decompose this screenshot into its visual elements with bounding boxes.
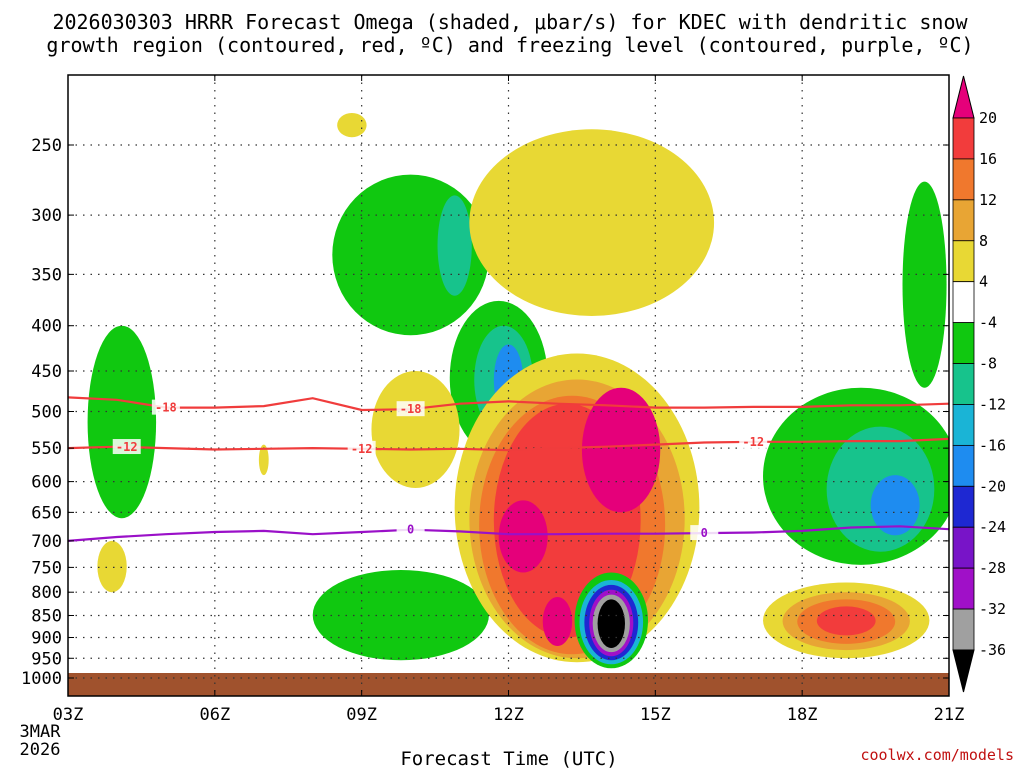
y-tick-label: 900	[31, 628, 62, 648]
omega-region	[258, 444, 269, 476]
colorbar-tick-label: 12	[979, 191, 997, 209]
contour-line	[68, 396, 949, 412]
x-tick-label: 18Z	[787, 705, 818, 725]
contour-label: -18	[400, 402, 422, 416]
omega-region	[902, 181, 947, 388]
colorbar-tick-label: -4	[979, 314, 997, 332]
contour-label: -18	[155, 401, 177, 415]
contour-label-bg	[347, 440, 376, 456]
y-tick-label: 850	[31, 607, 62, 627]
x-tick-label: 15Z	[640, 705, 671, 725]
omega-shading	[87, 112, 949, 669]
colorbar-bin	[952, 117, 975, 160]
colorbar: 20 16 12 8 4 -4 -8 -12 -16 -20 -24 -28 -32 -36	[952, 75, 1006, 693]
omega-region	[97, 540, 127, 593]
y-tick-label: 500	[31, 403, 62, 423]
colorbar-bin	[952, 404, 975, 446]
contour-label-bg	[396, 401, 425, 417]
ground-surface	[68, 673, 949, 696]
omega-region	[437, 195, 472, 296]
contour-label: 0	[407, 523, 414, 537]
omega-region	[542, 596, 573, 646]
contour-label: 0	[701, 526, 708, 540]
x-axis-ticks: 03Z 06Z 09Z 12Z 15Z 18Z 21Z	[53, 75, 965, 725]
colorbar-tick-label: -16	[979, 436, 1006, 454]
colorbar-tick-label: -28	[979, 559, 1006, 577]
y-tick-label: 950	[31, 649, 62, 669]
y-tick-label: 550	[31, 439, 62, 459]
contour-label: -12	[351, 442, 373, 456]
contour-label-bg	[690, 525, 719, 541]
colorbar-bottom-arrow	[952, 649, 975, 693]
contour-label: -12	[742, 435, 764, 449]
x-axis-label: Forecast Time (UTC)	[400, 748, 617, 768]
colorbar-bin	[952, 444, 975, 487]
omega-region	[870, 475, 920, 536]
chart-title-line1: 2026030303 HRRR Forecast Omega (shaded, …	[52, 10, 968, 34]
omega-region	[312, 569, 489, 661]
temperature-contours: -18 -18 -12 -12 -12 0 0	[68, 396, 949, 542]
x-date-year: 2026	[20, 740, 61, 760]
y-tick-label: 1000	[21, 669, 62, 689]
omega-region	[498, 500, 548, 573]
x-tick-label: 12Z	[493, 705, 524, 725]
colorbar-bin	[952, 363, 975, 405]
y-tick-label: 650	[31, 503, 62, 523]
colorbar-tick-label: -12	[979, 395, 1006, 413]
y-tick-label: 400	[31, 317, 62, 337]
colorbar-tick-label: 4	[979, 273, 988, 291]
x-date-month: 3MAR	[20, 722, 62, 742]
colorbar-tick-label: 20	[979, 109, 997, 127]
omega-region	[469, 129, 715, 316]
colorbar-bin	[952, 322, 975, 364]
omega-region	[87, 325, 157, 519]
colorbar-tick-label: 8	[979, 232, 988, 250]
colorbar-bin	[952, 240, 975, 283]
credit-text: coolwx.com/models	[860, 746, 1014, 764]
colorbar-bin	[952, 281, 975, 324]
contour-line	[68, 525, 949, 542]
y-tick-label: 250	[31, 136, 62, 156]
colorbar-tick-label: -20	[979, 477, 1006, 495]
contour-label-bg	[151, 399, 180, 415]
colorbar-bin	[952, 608, 975, 651]
contour-label-bg	[112, 439, 141, 455]
contour-label: -12	[116, 440, 138, 454]
colorbar-tick-label: 16	[979, 150, 997, 168]
colorbar-bin	[952, 485, 975, 528]
y-tick-label: 350	[31, 265, 62, 285]
omega-region	[816, 606, 876, 636]
y-axis-ticks: 2503003504004505005506006507007508008509…	[21, 136, 949, 689]
colorbar-tick-label: -24	[979, 518, 1006, 536]
y-tick-label: 300	[31, 206, 62, 226]
y-tick-label: 600	[31, 473, 62, 493]
omega-region	[337, 112, 367, 138]
colorbar-tick-label: -8	[979, 355, 997, 373]
contour-label-bg	[396, 521, 425, 537]
colorbar-bin	[952, 158, 975, 201]
colorbar-tick-label: -36	[979, 641, 1006, 659]
colorbar-tick-label: -32	[979, 600, 1006, 618]
colorbar-bin	[952, 199, 975, 242]
chart-title-line2: growth region (contoured, red, ºC) and f…	[46, 33, 973, 57]
x-tick-label: 09Z	[346, 705, 377, 725]
x-tick-label: 03Z	[53, 705, 84, 725]
omega-region	[371, 370, 460, 488]
y-tick-label: 750	[31, 558, 62, 578]
y-tick-label: 700	[31, 532, 62, 552]
y-tick-label: 800	[31, 583, 62, 603]
x-tick-label: 21Z	[934, 705, 965, 725]
omega-region	[597, 599, 625, 649]
colorbar-bin	[952, 526, 975, 569]
colorbar-bin	[952, 567, 975, 610]
colorbar-top-arrow	[952, 75, 975, 119]
grid-lines	[68, 75, 949, 696]
contour-label-bg	[739, 433, 768, 449]
y-tick-label: 450	[31, 362, 62, 382]
x-tick-label: 06Z	[199, 705, 230, 725]
contour-line	[68, 437, 949, 452]
